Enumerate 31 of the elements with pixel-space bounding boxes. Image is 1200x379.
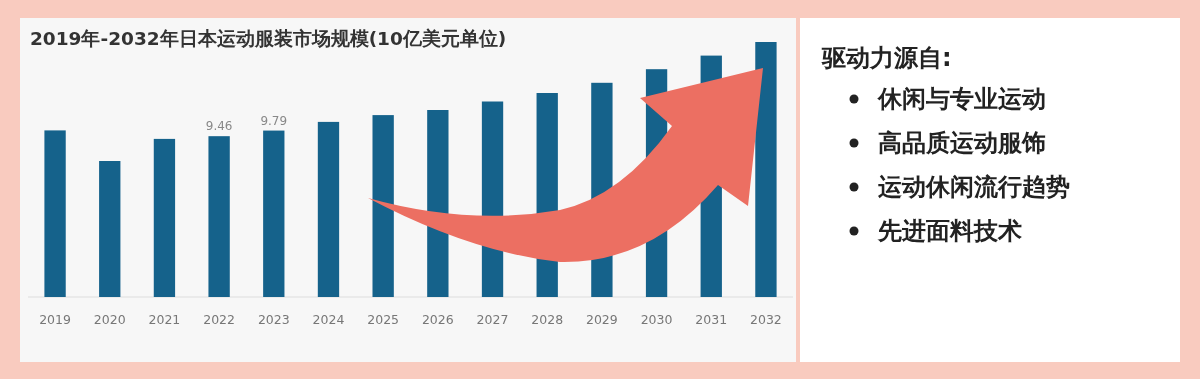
text: 先进面料技术 (877, 217, 1022, 245)
bar (208, 136, 230, 297)
chart-title: 2019年-2032年日本运动服装市场规模(10亿美元单位) (30, 28, 507, 49)
text: 高品质运动服饰 (878, 129, 1046, 157)
x-tick-label: 2020 (93, 312, 126, 327)
x-tick-label: 2019 (39, 312, 72, 327)
x-tick-label: 2030 (640, 312, 673, 327)
bar (755, 42, 777, 297)
bar (44, 130, 66, 297)
x-tick-label: 2032 (750, 312, 782, 327)
text: 运动休闲流行趋势 (877, 173, 1070, 201)
bar (427, 110, 449, 297)
x-tick-label: 2023 (257, 312, 290, 327)
x-tick-label: 2026 (421, 312, 454, 327)
bar (263, 130, 285, 297)
data-label: 9.46 (205, 119, 233, 134)
text: 驱动力源自: (821, 44, 952, 72)
x-tick-label: 2021 (148, 312, 181, 327)
x-tick-label: 2022 (203, 312, 236, 327)
bar (372, 115, 394, 297)
x-tick-label: 2025 (367, 312, 400, 327)
x-tick-label: 2027 (476, 312, 509, 327)
x-tick-label: 2029 (585, 312, 618, 327)
bar (317, 121, 340, 297)
x-tick-label: 2031 (695, 312, 728, 327)
x-tick-label: 2024 (312, 312, 345, 327)
x-tick-label: 2028 (531, 312, 564, 327)
text: 休闲与专业运动 (877, 85, 1046, 113)
data-label: 9.79 (260, 113, 288, 128)
bar (99, 161, 121, 297)
bar (153, 138, 176, 297)
